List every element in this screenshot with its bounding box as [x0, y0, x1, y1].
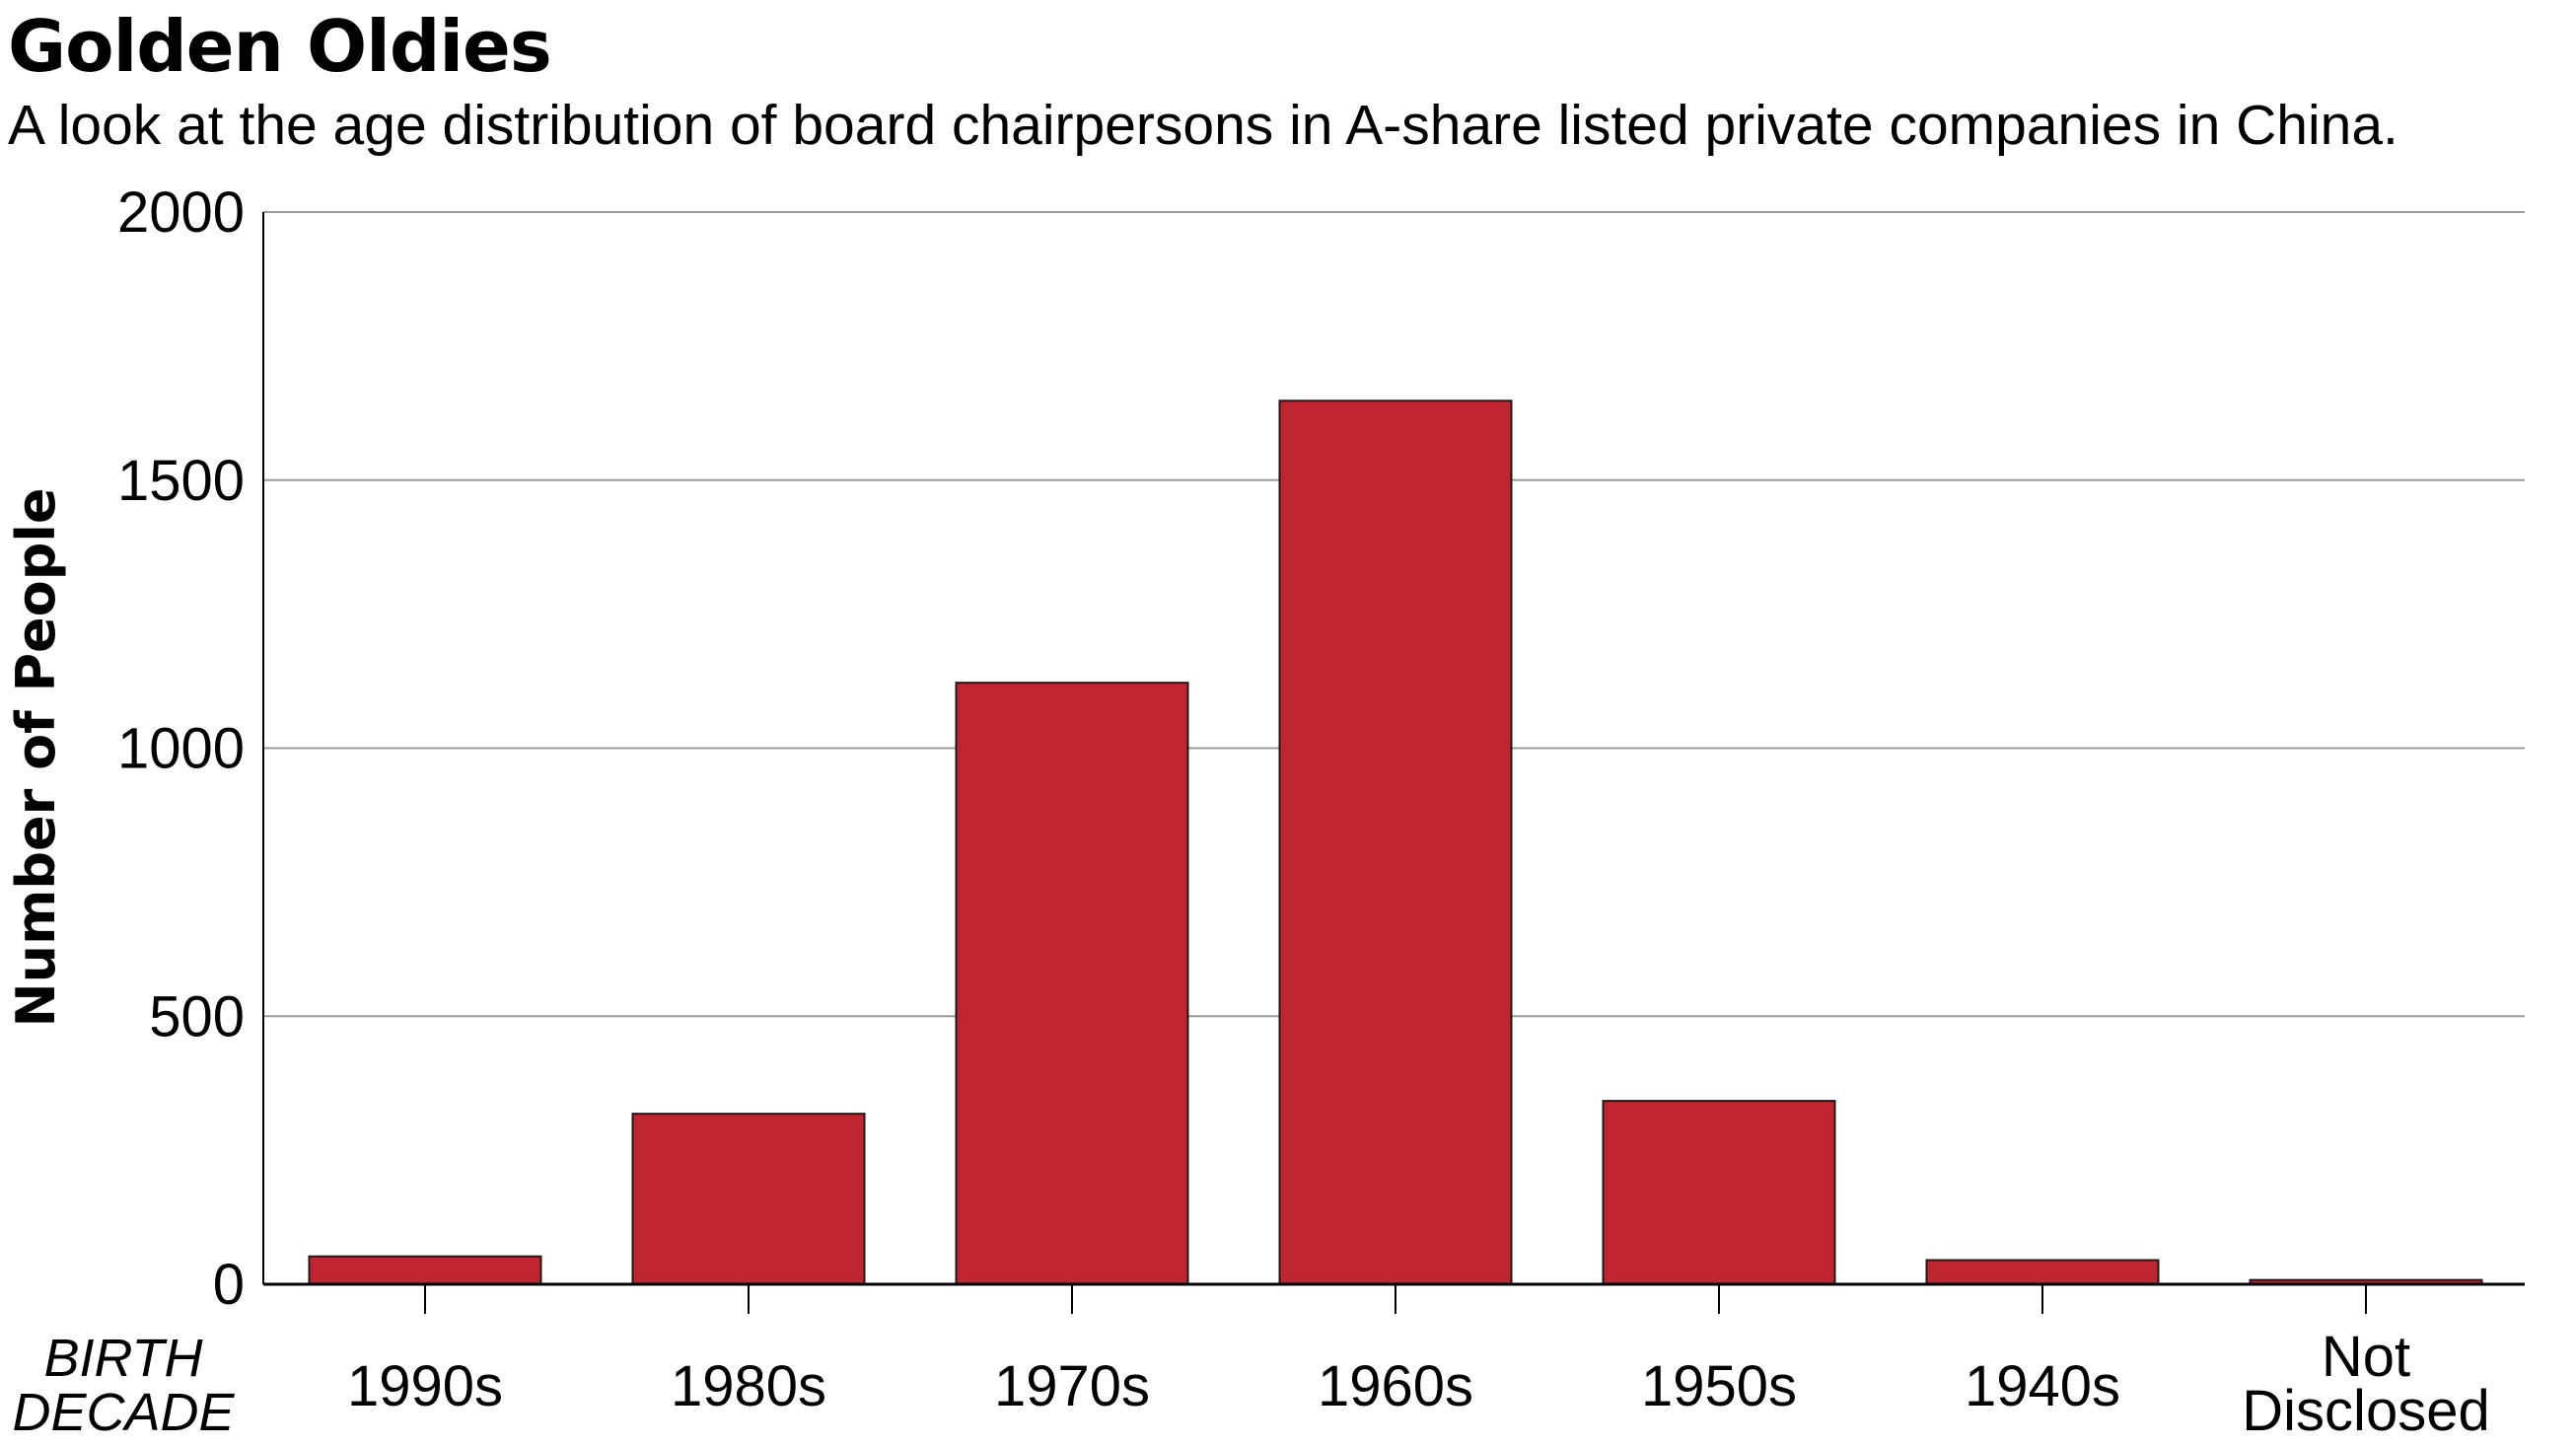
- axes: [262, 212, 2525, 1314]
- bar-1990s: [308, 1255, 542, 1286]
- x-axis-title: DECADE: [12, 1383, 235, 1442]
- labels: 0 500 1000 1500 2000 1990s 1980s 1970s 1960s 1950…: [5, 181, 2490, 1443]
- chart-subtitle: A look at the age distribution of board …: [8, 94, 2398, 157]
- bar-1950s: [1602, 1100, 1836, 1286]
- y-tick-label: 1000: [117, 717, 245, 781]
- y-tick-label: 0: [213, 1253, 245, 1317]
- x-axis-title: BIRTH: [43, 1329, 203, 1388]
- x-tick-label: 1960s: [1318, 1354, 1473, 1418]
- bar-1980s: [631, 1113, 866, 1285]
- x-tick-label: 1950s: [1641, 1354, 1797, 1418]
- bar-1940s: [1925, 1259, 2160, 1285]
- y-axis-title: Number of People: [5, 487, 67, 1027]
- x-tick-label: 1940s: [1965, 1354, 2120, 1418]
- y-tick-label: 2000: [117, 181, 245, 245]
- x-tick-label: 1990s: [347, 1354, 503, 1418]
- x-tick-label: 1980s: [671, 1354, 826, 1418]
- y-tick-label: 1500: [117, 449, 245, 513]
- bar-1960s: [1278, 399, 1513, 1285]
- bar-1970s: [955, 682, 1189, 1285]
- x-tick-label: Not: [2322, 1325, 2410, 1389]
- x-tick-label: Disclosed: [2242, 1379, 2489, 1443]
- x-tick-label: 1970s: [994, 1354, 1150, 1418]
- y-tick-label: 500: [149, 984, 245, 1049]
- bars: [308, 399, 2483, 1286]
- chart-title: Golden Oldies: [8, 5, 552, 88]
